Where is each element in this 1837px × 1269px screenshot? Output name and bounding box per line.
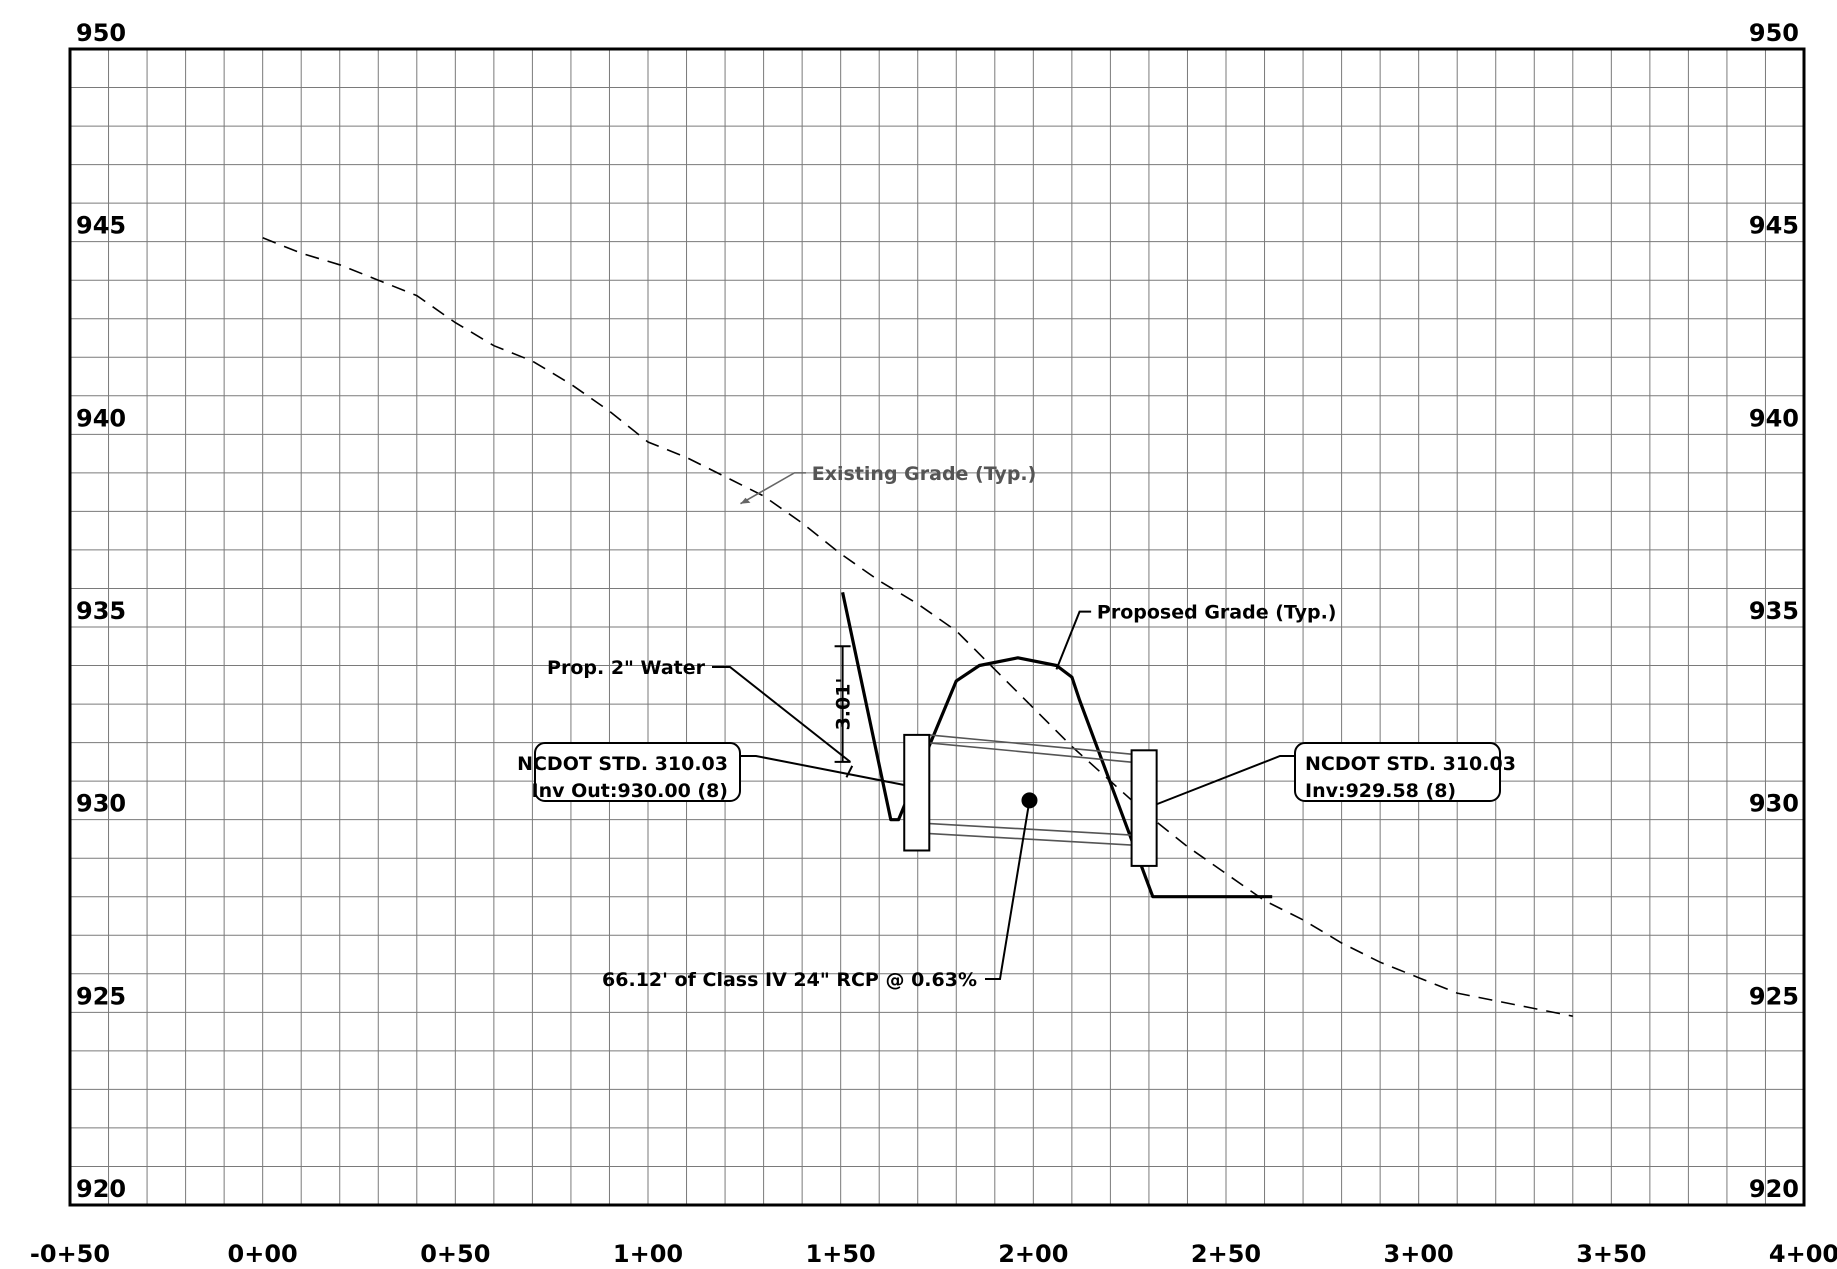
pipe-top-inner-line (929, 742, 1132, 763)
water-label: Prop. 2" Water (547, 657, 706, 679)
y-tick-label-left: 935 (76, 597, 126, 625)
y-tick-label-left: 940 (76, 404, 126, 432)
x-tick-label: 4+00 (1769, 1240, 1837, 1268)
y-tick-label-left: 925 (76, 982, 126, 1010)
y-tick-label-left: 930 (76, 790, 126, 818)
x-tick-label: 1+00 (613, 1240, 683, 1268)
upstream-callout-box (534, 742, 741, 802)
upstream-callout: NCDOT STD. 310.03 Inv Out:930.00 (8) (517, 742, 741, 802)
downstream-callout-box (1294, 742, 1501, 802)
y-tick-label-right: 935 (1749, 597, 1799, 625)
x-tick-label: 1+50 (806, 1240, 876, 1268)
existing-grade-label: Existing Grade (Typ.) (812, 463, 1037, 485)
y-tick-label-right: 945 (1749, 212, 1799, 240)
y-tick-label-left: 920 (76, 1175, 126, 1203)
upstream-callout-leader (740, 755, 905, 786)
pipe-bottom-inner-line (929, 832, 1132, 846)
grid (70, 49, 1804, 1205)
x-tick-label: 3+50 (1576, 1240, 1646, 1268)
proposed-grade-label: Proposed Grade (Typ.) (1097, 602, 1337, 624)
existing-grade-line (262, 237, 1573, 1017)
series-layer (262, 237, 1573, 1017)
y-tick-label-right: 930 (1749, 790, 1799, 818)
x-tick-label: 0+00 (228, 1240, 298, 1268)
axis-ticks: -0+50 0+00 0+50 1+00 1+50 2+00 2+50 3+00 3+50 4+0… (30, 19, 1837, 1268)
plot-frame (68, 47, 1806, 1207)
structure-layer (903, 733, 1158, 867)
x-tick-label: 2+00 (998, 1240, 1068, 1268)
clearance-dimension-label: 3.01' (833, 678, 855, 731)
upstream-callout-line-2: Inv Out:930.00 (8) (532, 780, 728, 802)
downstream-callout: NCDOT STD. 310.03 Inv:929.58 (8) (1294, 742, 1516, 802)
pipe-bottom-line (929, 822, 1132, 836)
x-tick-label: 0+50 (420, 1240, 490, 1268)
existing-grade-leader (740, 472, 806, 505)
water-crossing-mark (845, 765, 854, 778)
x-tick-label: 2+50 (1191, 1240, 1261, 1268)
pipe-label-leader (985, 800, 1031, 980)
proposed-grade-line (841, 591, 1273, 899)
y-tick-label-left: 950 (76, 19, 126, 47)
downstream-callout-line-2: Inv:929.58 (8) (1305, 780, 1456, 802)
downstream-structure (1130, 749, 1158, 867)
y-tick-label-right: 940 (1749, 404, 1799, 432)
y-tick-label-right: 950 (1749, 19, 1799, 47)
downstream-callout-leader (1156, 755, 1295, 806)
x-tick-label: -0+50 (30, 1240, 110, 1268)
x-tick-label: 3+00 (1384, 1240, 1454, 1268)
pipe-top-line (929, 734, 1132, 755)
y-tick-label-right: 925 (1749, 982, 1799, 1010)
upstream-structure (903, 733, 931, 852)
y-tick-label-left: 945 (76, 212, 126, 240)
y-tick-label-right: 920 (1749, 1175, 1799, 1203)
pipe-label: 66.12' of Class IV 24" RCP @ 0.63% (602, 969, 977, 991)
downstream-callout-line-1: NCDOT STD. 310.03 (1305, 753, 1516, 775)
upstream-callout-line-1: NCDOT STD. 310.03 (517, 753, 728, 775)
proposed-grade-leader (1055, 610, 1092, 670)
existing-grade-arrow (740, 497, 751, 504)
water-leader (712, 666, 851, 763)
annotation-layer: Existing Grade (Typ.) Proposed Grade (Typ… (517, 463, 1516, 991)
